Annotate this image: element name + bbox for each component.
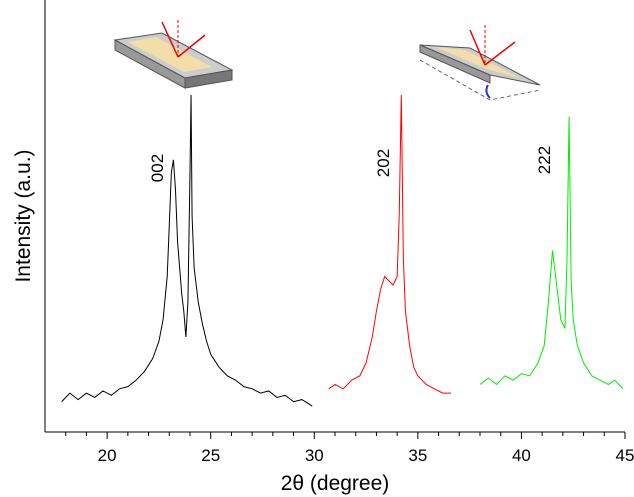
x-tick-label: 45: [616, 446, 634, 465]
x-axis-label: 2θ (degree): [281, 472, 390, 495]
data-line: [328, 95, 451, 394]
y-axis-label: Intensity (a.u.): [12, 149, 35, 282]
x-tick-label: 25: [201, 446, 220, 465]
x-tick-label: 40: [512, 446, 531, 465]
peak-label: 002: [148, 154, 167, 182]
inset-tilted: [419, 25, 541, 101]
peak-label: 222: [535, 146, 554, 174]
x-tick-label: 35: [408, 446, 427, 465]
peak-label: 202: [374, 149, 393, 177]
data-line: [479, 116, 624, 390]
inset-flat: [113, 20, 234, 89]
x-tick-label: 30: [305, 446, 324, 465]
data-line: [61, 95, 313, 407]
x-tick-label: 20: [98, 446, 117, 465]
